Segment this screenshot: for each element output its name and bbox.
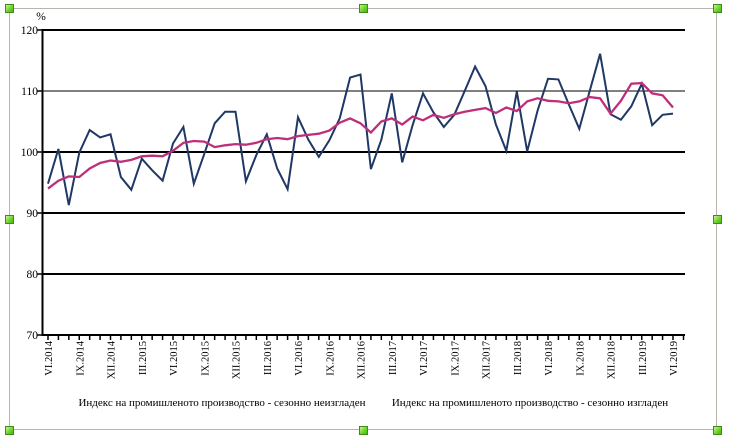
selection-handle-top-left[interactable] xyxy=(5,4,14,13)
selection-frame xyxy=(9,8,717,430)
x-tick-label-VI.2017: VI.2017 xyxy=(419,341,430,376)
x-tick-label-IX.2014: IX.2014 xyxy=(75,340,86,375)
series-lines xyxy=(47,53,674,206)
x-tick-label-III.2015: III.2015 xyxy=(138,341,149,375)
x-tick-label-IX.2015: IX.2015 xyxy=(200,341,211,376)
x-tick-label-XII.2016: XII.2016 xyxy=(357,341,368,379)
x-tick-label-XII.2017: XII.2017 xyxy=(482,341,493,379)
y-axis-tick-labels: 120 110 100 90 80 70 xyxy=(21,25,39,342)
x-axis-tick-labels: VI.2014 IX.2014 XII.2014 III.2015 VI.2015 IX.… xyxy=(44,340,680,379)
y-tick-label-100: 100 xyxy=(21,147,39,159)
legend-adjusted: Индекс на промишленото производство - се… xyxy=(391,397,669,409)
series-adjusted-line xyxy=(47,81,674,190)
selection-handle-bottom-left[interactable] xyxy=(5,426,14,435)
axes xyxy=(36,29,685,340)
x-tick-label-III.2016: III.2016 xyxy=(263,341,274,375)
y-tick-label-110: 110 xyxy=(21,86,38,98)
x-tick-label-VI.2018: VI.2018 xyxy=(544,341,555,376)
x-tick-label-VI.2019: VI.2019 xyxy=(669,341,680,376)
y-tick-label-90: 90 xyxy=(27,208,39,220)
selection-handle-middle-left[interactable] xyxy=(5,215,14,224)
x-tick-label-IX.2016: IX.2016 xyxy=(325,341,336,376)
x-tick-label-III.2017: III.2017 xyxy=(388,341,399,375)
x-tick-label-III.2018: III.2018 xyxy=(513,341,524,375)
x-tick-label-XII.2014: XII.2014 xyxy=(107,340,118,379)
selection-handle-bottom-middle[interactable] xyxy=(359,426,368,435)
selection-handle-middle-right[interactable] xyxy=(713,215,722,224)
y-tick-label-80: 80 xyxy=(27,269,39,281)
selection-handle-bottom-right[interactable] xyxy=(713,426,722,435)
series-unadjusted-line xyxy=(47,53,674,206)
y-tick-label-120: 120 xyxy=(21,25,39,37)
x-tick-label-XII.2018: XII.2018 xyxy=(607,341,618,379)
legend-unadjusted: Индекс на промишленото производство - се… xyxy=(78,397,366,409)
selection-handle-top-right[interactable] xyxy=(713,4,722,13)
x-tick-label-IX.2018: IX.2018 xyxy=(575,341,586,376)
x-tick-label-VI.2015: VI.2015 xyxy=(169,341,180,376)
y-axis-unit-label: % xyxy=(36,11,46,23)
y-tick-label-70: 70 xyxy=(27,330,39,342)
x-tick-label-IX.2017: IX.2017 xyxy=(450,341,461,376)
x-tick-label-VI.2016: VI.2016 xyxy=(294,341,305,376)
selection-handle-top-middle[interactable] xyxy=(359,4,368,13)
x-tick-label-III.2019: III.2019 xyxy=(638,341,649,375)
gridlines xyxy=(41,29,685,275)
x-tick-label-VI.2014: VI.2014 xyxy=(44,340,55,375)
x-tick-label-XII.2015: XII.2015 xyxy=(232,341,243,379)
